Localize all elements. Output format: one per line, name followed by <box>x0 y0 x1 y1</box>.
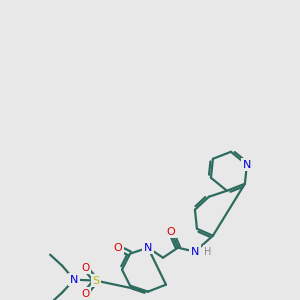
Text: H: H <box>204 247 211 257</box>
Text: N: N <box>70 274 78 285</box>
Text: O: O <box>167 227 175 237</box>
Text: O: O <box>114 243 122 253</box>
Text: O: O <box>81 289 89 298</box>
Text: S: S <box>92 276 100 286</box>
Text: N: N <box>191 247 199 257</box>
Text: N: N <box>243 160 251 170</box>
Text: O: O <box>81 263 89 273</box>
Text: N: N <box>144 243 152 253</box>
